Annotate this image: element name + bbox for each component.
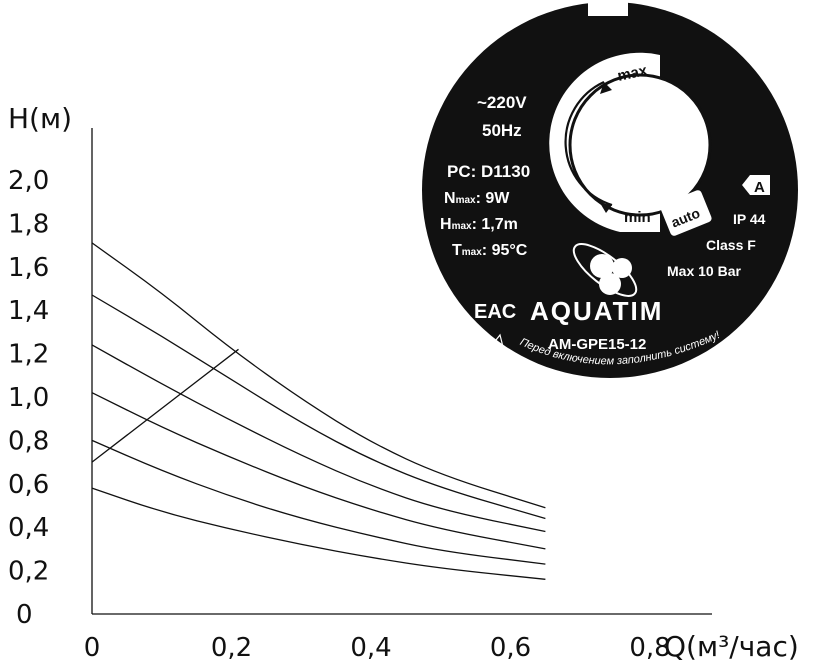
h-max-text: Hmax: 1,7m	[440, 216, 518, 233]
curve-line	[91, 439, 546, 565]
y-tick-label: 1,4	[8, 296, 49, 326]
x-tick-label: 0,4	[350, 633, 391, 663]
x-tick-labels: 0 0,2 0,4 0,6 0,8	[84, 633, 671, 663]
frequency-text: 50Hz	[482, 121, 522, 140]
curve-line	[91, 487, 546, 580]
n-max-text: Nmax: 9W	[444, 190, 510, 207]
curves	[91, 242, 546, 580]
y-tick-label: 0,6	[8, 470, 49, 500]
curve-line	[91, 294, 546, 520]
class-badge-text: A	[754, 179, 765, 196]
x-tick-label: 0	[84, 633, 101, 663]
y-tick-label: 0,4	[8, 513, 49, 543]
curve-line	[91, 242, 546, 509]
y-tick-label: 1,6	[8, 253, 49, 283]
x-tick-label: 0,6	[490, 633, 531, 663]
x-tick-label: 0,2	[211, 633, 252, 663]
y-tick-label: 0,8	[8, 426, 49, 456]
cert-mark: EAC	[474, 301, 516, 323]
brand-logo-icon	[572, 243, 638, 297]
pressure-text: Max 10 Bar	[667, 263, 741, 279]
dial-arrow-bottom	[600, 203, 612, 213]
x-tick-label: 0,8	[629, 633, 670, 663]
warning-icon	[490, 333, 504, 348]
curve-line	[91, 392, 546, 550]
disc-notch	[588, 0, 628, 16]
dial-max-label: max	[616, 62, 650, 85]
y-tick-label: 0	[16, 600, 33, 630]
ip-text: IP 44	[733, 211, 766, 227]
y-tick-labels: 0 0,2 0,4 0,6 0,8 1,0 1,2 1,4 1,6 1,8 2,0	[8, 166, 49, 630]
class-badge-shape	[742, 175, 770, 195]
y-tick-label: 0,2	[8, 557, 49, 587]
y-axis-title: H(м)	[8, 102, 72, 135]
t-max-text: Tmax: 95°C	[452, 242, 528, 259]
speed-dial: max min auto	[549, 52, 712, 236]
dial-min-label: min	[624, 209, 651, 226]
y-tick-label: 2,0	[8, 166, 49, 196]
y-tick-label: 1,2	[8, 340, 49, 370]
pump-label-disc: max min auto ~220V 50Hz PC: D1130 Nmax: …	[422, 0, 798, 378]
voltage-text: ~220V	[477, 93, 527, 112]
pc-text: PC: D1130	[447, 162, 530, 181]
y-tick-label: 1,8	[8, 209, 49, 239]
y-tick-label: 1,0	[8, 383, 49, 413]
class-text: Class F	[706, 237, 756, 253]
auto-segment	[660, 190, 712, 236]
x-axis-title: Q(м³/час)	[664, 630, 799, 663]
curve-line	[91, 348, 239, 463]
dial-center	[568, 73, 712, 217]
brand-name: AQUATIM	[530, 296, 663, 326]
model-text: AM-GPE15-12	[548, 336, 646, 353]
dial-arrow-top	[600, 82, 612, 94]
curve-line	[91, 344, 546, 533]
dial-arrow-arc	[564, 81, 613, 207]
